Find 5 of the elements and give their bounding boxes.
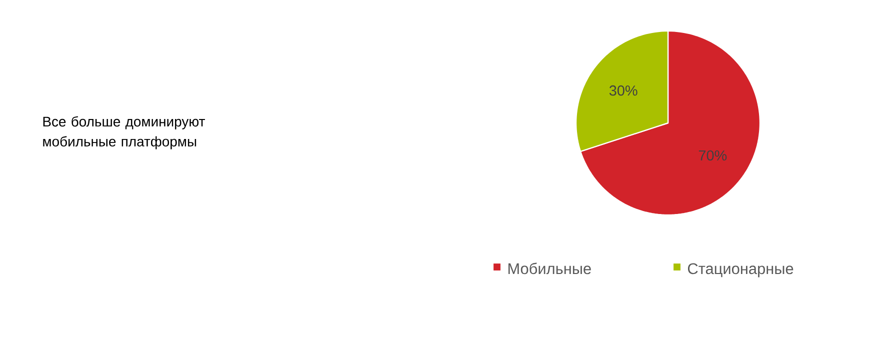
text: Все больше доминируют мобильные платформы (43, 116, 205, 150)
data-label: 30% (609, 85, 638, 96)
data-label: 70% (698, 150, 727, 161)
legend-label: Стационарные (688, 263, 794, 278)
legend-label: Мобильные (508, 262, 591, 274)
